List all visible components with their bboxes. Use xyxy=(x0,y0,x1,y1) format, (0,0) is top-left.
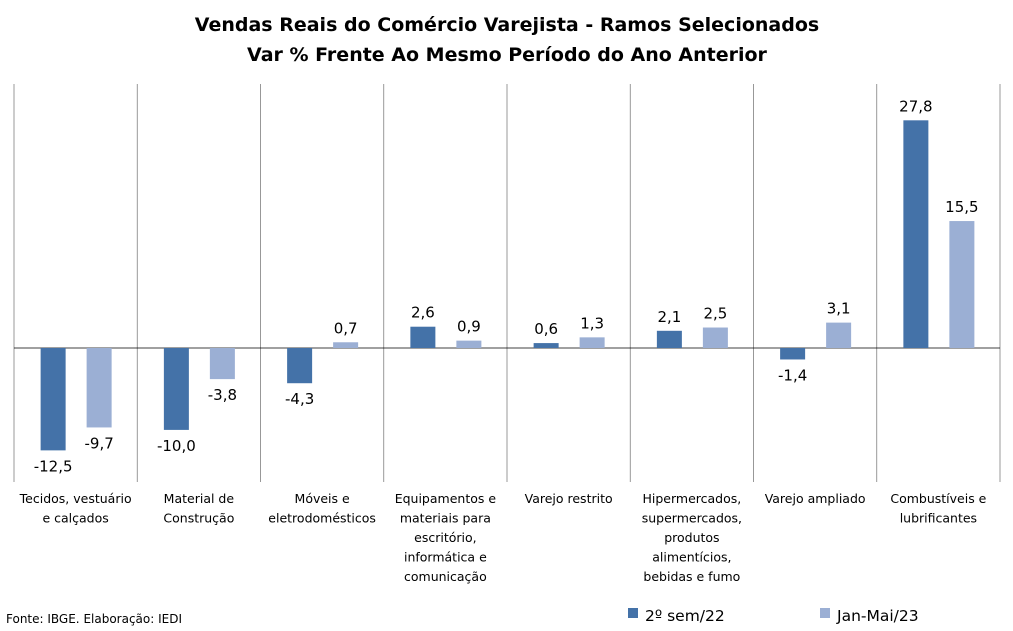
bars-group xyxy=(40,120,975,451)
data-label-series-2-cat-5: 1,3 xyxy=(580,314,604,332)
bar-series-2-cat-8 xyxy=(949,221,975,348)
legend-label-series-1: 2º sem/22 xyxy=(645,607,725,625)
data-label-series-2-cat-6: 2,5 xyxy=(703,305,727,323)
bar-series-1-cat-2 xyxy=(163,348,189,430)
bar-series-2-cat-3 xyxy=(333,342,359,348)
data-label-series-1-cat-6: 2,1 xyxy=(657,308,681,326)
bar-series-2-cat-7 xyxy=(826,322,852,348)
bar-series-2-cat-1 xyxy=(86,348,112,428)
category-label-6-line-3: produtos xyxy=(664,530,719,545)
category-label-2-line-1: Material de xyxy=(164,491,235,506)
category-label-3-line-2: eletrodomésticos xyxy=(268,511,376,526)
category-label-8-line-2: lubrificantes xyxy=(900,511,977,526)
bar-series-1-cat-4 xyxy=(410,326,436,348)
legend-label-series-2: Jan-Mai/23 xyxy=(836,607,919,625)
bar-series-1-cat-8 xyxy=(903,120,929,349)
data-label-series-1-cat-7: -1,4 xyxy=(778,366,807,384)
data-label-series-1-cat-4: 2,6 xyxy=(411,304,435,322)
data-label-series-2-cat-1: -9,7 xyxy=(84,434,113,452)
category-label-7-line-1: Varejo ampliado xyxy=(765,491,866,506)
bar-series-2-cat-5 xyxy=(579,337,605,348)
category-label-4-line-2: materiais para xyxy=(400,511,491,526)
bar-series-1-cat-5 xyxy=(533,343,559,348)
category-label-3-line-1: Móveis e xyxy=(295,491,350,506)
data-label-series-2-cat-3: 0,7 xyxy=(334,319,358,337)
category-label-8-line-1: Combustíveis e xyxy=(890,491,986,506)
category-label-2-line-2: Construção xyxy=(163,511,234,526)
category-label-6-line-4: alimentícios, xyxy=(652,550,731,565)
legend: 2º sem/22 Jan-Mai/23 xyxy=(628,607,919,625)
bar-series-1-cat-1 xyxy=(40,348,66,451)
category-label-1-line-2: e calçados xyxy=(42,511,108,526)
category-labels-group: Tecidos, vestuário e calçados Material de C… xyxy=(19,491,987,584)
bar-series-2-cat-2 xyxy=(209,348,235,380)
bar-series-1-cat-6 xyxy=(656,330,682,348)
source-note: Fonte: IBGE. Elaboração: IEDI xyxy=(6,612,182,626)
data-label-series-2-cat-8: 15,5 xyxy=(945,198,978,216)
chart-subtitle: Var % Frente Ao Mesmo Período do Ano Ant… xyxy=(247,44,768,66)
category-label-4-line-1: Equipamentos e xyxy=(395,491,497,506)
bar-series-1-cat-3 xyxy=(287,348,313,384)
data-label-series-2-cat-2: -3,8 xyxy=(208,386,237,404)
data-label-series-1-cat-5: 0,6 xyxy=(534,320,558,338)
category-label-4-line-4: informática e xyxy=(404,550,487,565)
category-label-4-line-5: comunicação xyxy=(404,569,487,584)
category-label-6-line-2: supermercados, xyxy=(642,511,742,526)
bar-series-2-cat-6 xyxy=(702,327,728,348)
category-label-6-line-1: Hipermercados, xyxy=(643,491,742,506)
legend-swatch-series-2 xyxy=(820,608,830,618)
legend-swatch-series-1 xyxy=(628,608,638,618)
category-separators xyxy=(13,84,1001,482)
data-label-series-2-cat-7: 3,1 xyxy=(827,300,851,318)
data-label-series-2-cat-4: 0,9 xyxy=(457,318,481,336)
category-label-5-line-1: Varejo restrito xyxy=(525,491,613,506)
data-label-series-1-cat-2: -10,0 xyxy=(157,437,196,455)
bar-series-1-cat-7 xyxy=(780,348,806,360)
chart-title: Vendas Reais do Comércio Varejista - Ram… xyxy=(195,14,819,36)
data-label-series-1-cat-8: 27,8 xyxy=(899,97,932,115)
category-label-1-line-1: Tecidos, vestuário xyxy=(19,491,132,506)
bar-series-2-cat-4 xyxy=(456,340,482,348)
value-labels-group: -12,5 -10,0 -4,3 2,6 0,6 2,1 -1,4 27,8 -9,7 -3,8 0… xyxy=(34,97,979,475)
category-label-4-line-3: escritório, xyxy=(414,530,476,545)
data-label-series-1-cat-3: -4,3 xyxy=(285,390,314,408)
category-label-6-line-5: bebidas e fumo xyxy=(643,569,740,584)
data-label-series-1-cat-1: -12,5 xyxy=(34,457,73,475)
